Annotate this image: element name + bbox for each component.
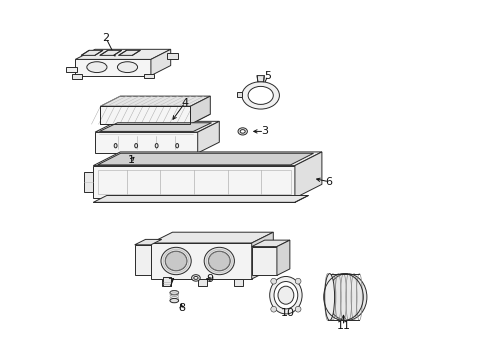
Ellipse shape: [270, 278, 276, 284]
Polygon shape: [162, 279, 170, 286]
Ellipse shape: [155, 144, 158, 148]
Polygon shape: [119, 50, 140, 55]
Text: 10: 10: [280, 308, 294, 318]
Polygon shape: [251, 247, 276, 275]
Ellipse shape: [270, 306, 276, 312]
Polygon shape: [151, 49, 170, 76]
Ellipse shape: [193, 276, 198, 279]
Ellipse shape: [247, 86, 273, 104]
Text: 2: 2: [102, 33, 109, 43]
Ellipse shape: [87, 62, 107, 72]
Ellipse shape: [191, 275, 200, 281]
Ellipse shape: [273, 282, 297, 309]
Polygon shape: [134, 239, 162, 245]
Polygon shape: [151, 232, 273, 243]
Polygon shape: [93, 166, 294, 198]
Text: 3: 3: [260, 126, 267, 136]
Polygon shape: [101, 114, 210, 124]
Polygon shape: [257, 76, 264, 82]
Ellipse shape: [269, 276, 302, 314]
Polygon shape: [237, 92, 242, 97]
Polygon shape: [197, 121, 219, 153]
Ellipse shape: [114, 144, 117, 148]
Polygon shape: [93, 195, 308, 202]
Polygon shape: [163, 277, 171, 286]
Polygon shape: [190, 96, 210, 124]
Polygon shape: [95, 132, 197, 153]
Polygon shape: [167, 53, 178, 59]
Ellipse shape: [170, 291, 178, 295]
Polygon shape: [251, 232, 273, 279]
Polygon shape: [276, 240, 289, 275]
Text: 9: 9: [206, 274, 213, 284]
Text: 5: 5: [264, 71, 271, 81]
Text: 6: 6: [325, 177, 332, 187]
Polygon shape: [134, 245, 151, 275]
Polygon shape: [101, 106, 190, 124]
Ellipse shape: [240, 130, 244, 133]
Text: 7: 7: [167, 278, 174, 288]
Ellipse shape: [208, 251, 230, 271]
Polygon shape: [251, 240, 289, 247]
Ellipse shape: [295, 278, 301, 284]
Text: 8: 8: [178, 303, 184, 313]
Polygon shape: [294, 152, 321, 198]
Polygon shape: [75, 59, 151, 76]
Ellipse shape: [242, 82, 279, 109]
Ellipse shape: [295, 306, 301, 312]
Polygon shape: [66, 67, 77, 72]
Polygon shape: [143, 74, 154, 78]
Ellipse shape: [238, 128, 247, 135]
Ellipse shape: [161, 247, 191, 275]
Polygon shape: [233, 279, 242, 286]
Text: 1: 1: [127, 155, 134, 165]
Ellipse shape: [277, 286, 293, 304]
Polygon shape: [98, 153, 313, 165]
Polygon shape: [101, 96, 210, 106]
Polygon shape: [95, 121, 219, 132]
Polygon shape: [197, 279, 206, 286]
Polygon shape: [75, 49, 170, 59]
Ellipse shape: [170, 298, 178, 303]
Ellipse shape: [324, 274, 334, 320]
Ellipse shape: [204, 247, 234, 275]
Polygon shape: [72, 74, 82, 79]
Ellipse shape: [165, 251, 186, 271]
Polygon shape: [93, 152, 321, 166]
Ellipse shape: [175, 144, 178, 148]
Ellipse shape: [326, 274, 366, 320]
Polygon shape: [81, 50, 102, 55]
Polygon shape: [100, 50, 122, 55]
Polygon shape: [84, 172, 93, 192]
Text: 11: 11: [336, 321, 350, 331]
Ellipse shape: [117, 62, 137, 72]
Ellipse shape: [134, 144, 137, 148]
Polygon shape: [151, 243, 251, 279]
Polygon shape: [99, 123, 211, 131]
Text: 4: 4: [181, 98, 188, 108]
